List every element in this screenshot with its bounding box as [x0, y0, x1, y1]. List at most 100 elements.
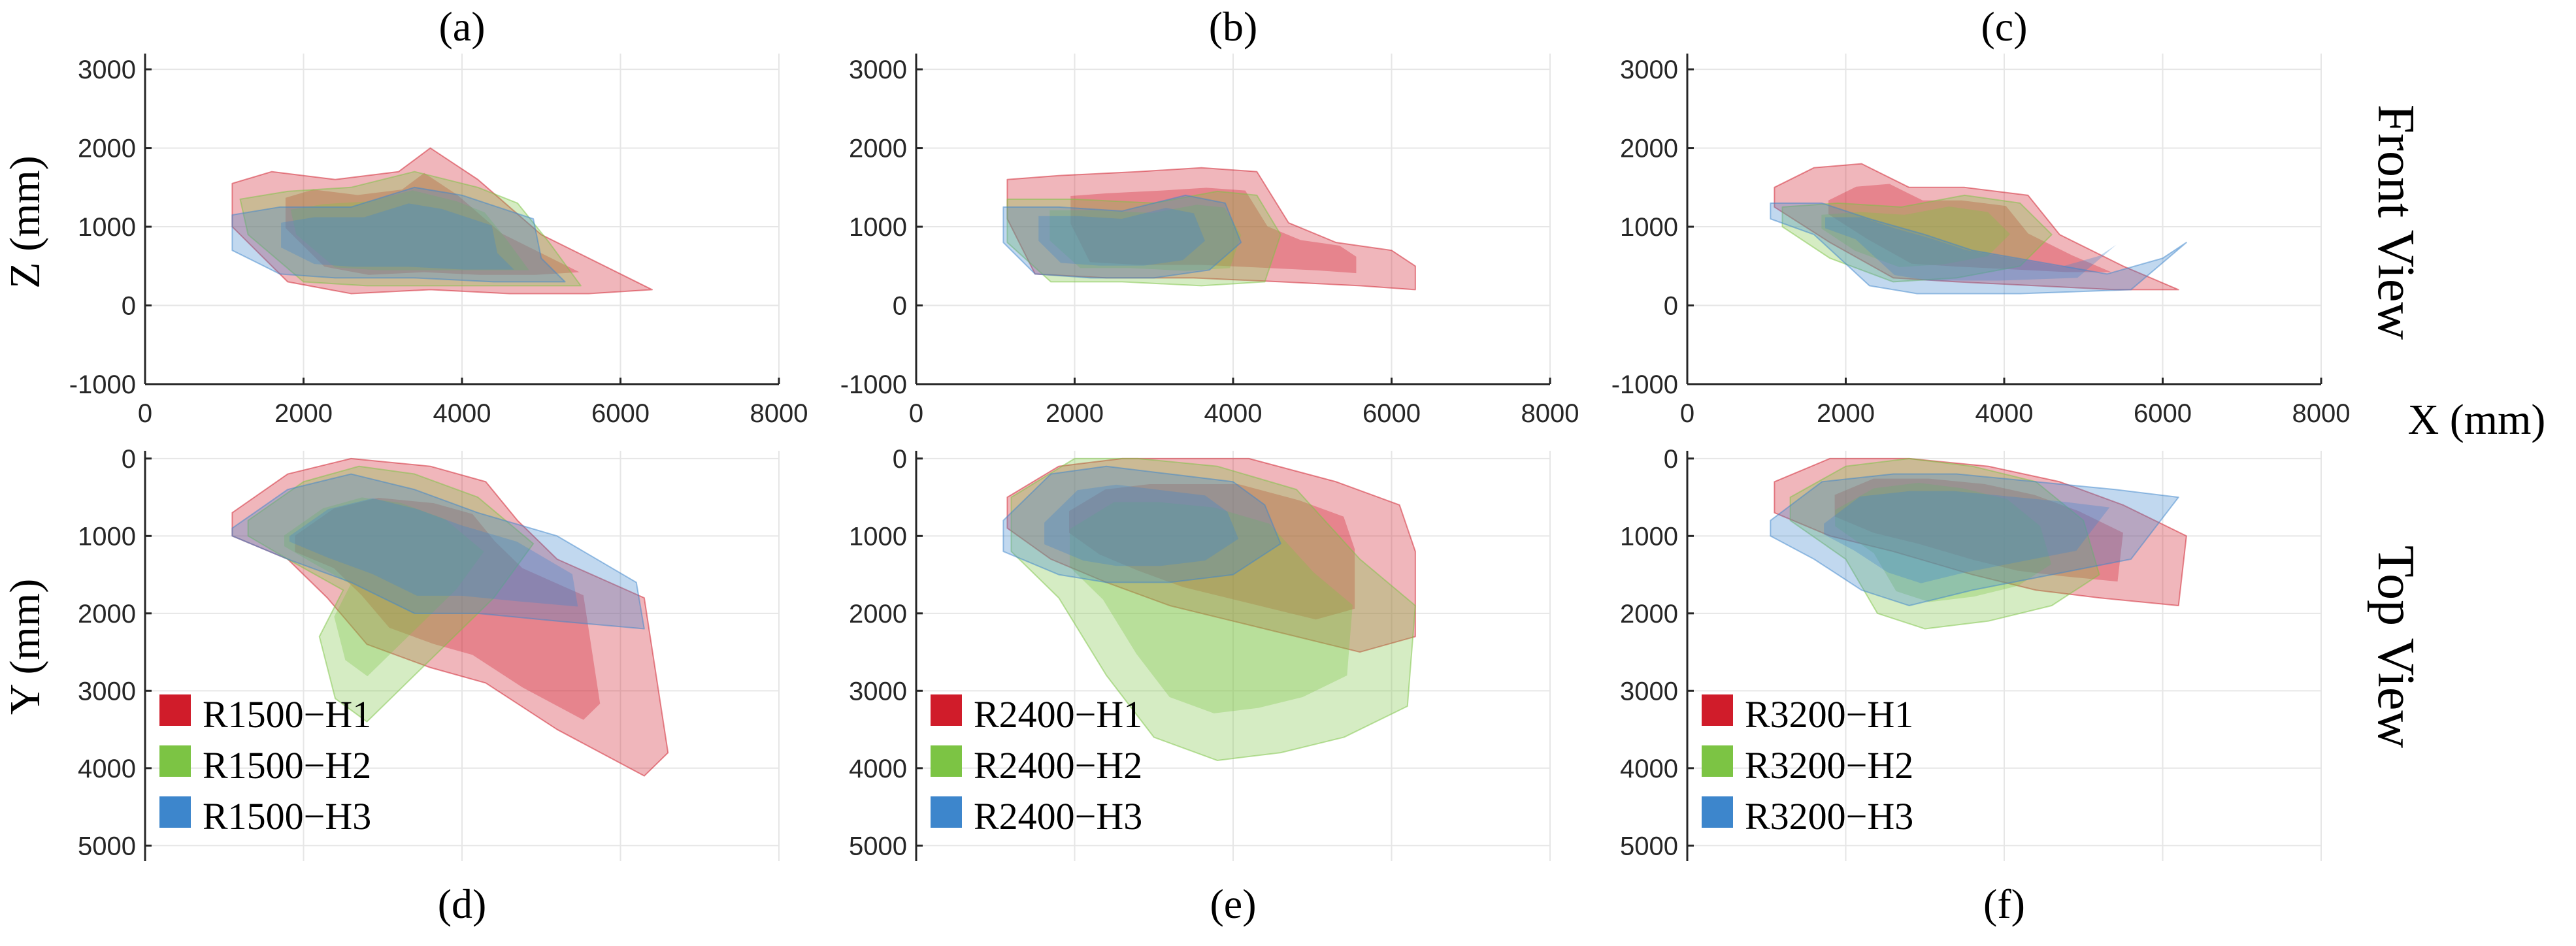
- y-tick-label: 0: [122, 445, 136, 474]
- series-core-h2: [1069, 502, 1353, 713]
- y-tick-label: 3000: [849, 677, 907, 706]
- series-core-h3: [289, 498, 578, 607]
- series-area-h2: [1781, 194, 2053, 283]
- legend-swatch-h2: [1702, 745, 1733, 777]
- y-tick-label: 3000: [78, 56, 136, 84]
- series-core-h3: [1824, 491, 2110, 583]
- series-group: [1770, 163, 2187, 295]
- x-tick-label: 4000: [433, 399, 491, 428]
- y-tick-label: 5000: [78, 832, 136, 860]
- y-tick-label: 0: [1664, 292, 1678, 321]
- panel-label: (e): [1210, 881, 1256, 927]
- y-tick-label: 2000: [849, 600, 907, 628]
- legend-entry: R3200−H3: [1745, 795, 1913, 838]
- panel-label: (f): [1983, 881, 2025, 927]
- legend-entry: R1500−H3: [203, 795, 371, 838]
- x-axis-label: X (mm): [2408, 396, 2546, 444]
- series-group: [1002, 457, 1416, 761]
- legend-swatch-h1: [159, 694, 191, 726]
- y-tick-label: 5000: [849, 832, 907, 860]
- legend-swatch-h1: [931, 694, 962, 726]
- x-tick-label: 2000: [1817, 399, 1875, 428]
- x-tick-label: 6000: [2134, 399, 2192, 428]
- y-tick-label: 0: [893, 445, 907, 474]
- series-area-h2: [1006, 190, 1281, 287]
- series-core-h1: [1828, 184, 2111, 272]
- y-tick-label: 2000: [78, 135, 136, 163]
- legend-entry: R2400−H2: [974, 744, 1142, 787]
- legend-entry: R2400−H3: [974, 795, 1142, 838]
- x-tick-label: 2000: [1046, 399, 1104, 428]
- legend-entry: R1500−H2: [203, 744, 371, 787]
- series-area-h2: [239, 171, 582, 287]
- y-tick-label: 1000: [78, 213, 136, 242]
- series-group: [1770, 457, 2187, 630]
- top-view-label: Top View: [2367, 546, 2424, 749]
- x-tick-label: 8000: [750, 399, 808, 428]
- series-core-h1: [295, 497, 601, 720]
- x-tick-label: 0: [138, 399, 152, 428]
- legend-entry: R1500−H1: [203, 693, 371, 736]
- legend-swatch-h2: [931, 745, 962, 777]
- y-tick-label: 3000: [1620, 56, 1678, 84]
- panel-f: 0 1000 2000 3000 4000 5000 (f) R3200−H1 R3200−H2…: [1620, 445, 2322, 927]
- x-tick-label: 4000: [1975, 399, 2034, 428]
- series-area-h2: [1789, 457, 2100, 630]
- y-tick-label: 5000: [1620, 832, 1678, 860]
- panel-e: 0 1000 2000 3000 4000 5000 (e) R2400−H1 R2400−H2…: [849, 445, 1551, 927]
- series-area-h3: [1002, 465, 1281, 583]
- y-tick-label: 2000: [1620, 600, 1678, 628]
- series-area-h1: [1006, 167, 1416, 291]
- x-tick-label: 0: [909, 399, 923, 428]
- y-tick-label: 3000: [1620, 677, 1678, 706]
- y-tick-label: 4000: [1620, 755, 1678, 783]
- series-area-h2: [1010, 457, 1416, 761]
- y-tick-label: 3000: [78, 677, 136, 706]
- series-core-h2: [1835, 483, 2052, 602]
- x-tick-label: 4000: [1204, 399, 1263, 428]
- panel-label: (d): [438, 881, 487, 927]
- series-core-h2: [1821, 206, 2010, 267]
- y-tick-label: 2000: [849, 135, 907, 163]
- y-tick-label: 4000: [849, 755, 907, 783]
- legend: R1500−H1 R1500−H2 R1500−H3: [159, 693, 371, 838]
- panel-label: (a): [438, 3, 485, 50]
- series-core-h3: [281, 203, 514, 270]
- series-core-h2: [284, 497, 484, 677]
- series-core-h1: [1069, 483, 1355, 620]
- series-area-h1: [231, 457, 669, 777]
- series-area-h3: [231, 473, 645, 630]
- y-tick-label: 1000: [849, 213, 907, 242]
- y-tick-label: 1000: [1620, 522, 1678, 551]
- y-tick-label: 3000: [849, 56, 907, 84]
- series-core-h2: [290, 190, 529, 270]
- series-group: [1002, 167, 1416, 291]
- legend-entry: R3200−H1: [1745, 693, 1913, 736]
- series-group: [231, 457, 669, 777]
- y-tick-label: 4000: [78, 755, 136, 783]
- x-tick-label: 6000: [591, 399, 650, 428]
- z-axis-label: Z (mm): [1, 155, 49, 288]
- series-core-h1: [1834, 478, 2123, 582]
- series-area-h2: [247, 465, 535, 723]
- x-tick-label: 6000: [1362, 399, 1421, 428]
- series-area-h3: [1770, 473, 2179, 606]
- y-axis-label: Y (mm): [1, 579, 49, 715]
- x-tick-label: 8000: [2292, 399, 2351, 428]
- legend-swatch-h3: [931, 796, 962, 828]
- panel-d: 0 1000 2000 3000 4000 5000 (d) R1500−H1 R1500−H2…: [78, 445, 780, 927]
- x-tick-label: 2000: [274, 399, 333, 428]
- series-area-h1: [1774, 163, 2179, 291]
- panel-label: (b): [1209, 3, 1258, 50]
- series-area-h3: [1002, 194, 1242, 279]
- series-area-h1: [231, 147, 653, 295]
- legend-entry: R3200−H2: [1745, 744, 1913, 787]
- x-tick-label: 0: [1680, 399, 1694, 428]
- series-area-h3: [231, 186, 566, 283]
- y-tick-label: 1000: [849, 522, 907, 551]
- legend-swatch-h1: [1702, 694, 1733, 726]
